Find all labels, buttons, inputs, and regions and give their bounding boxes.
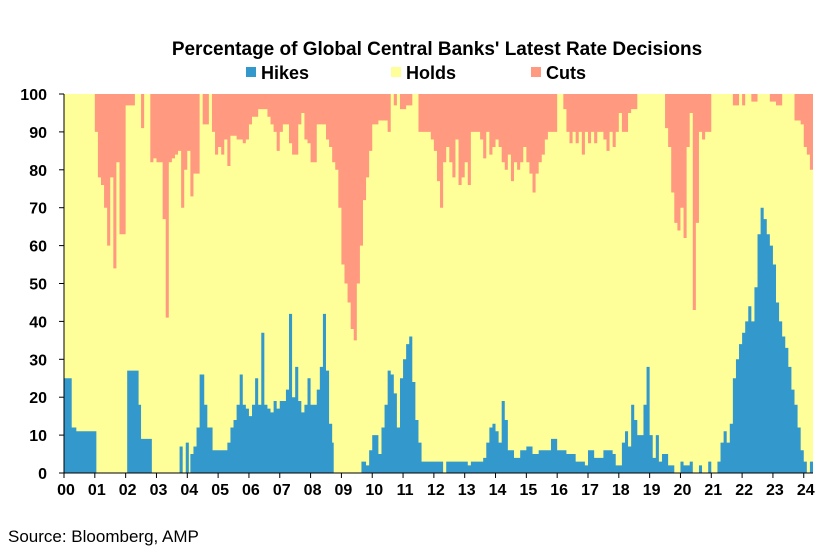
y-tick-label: 10 [29, 428, 47, 445]
x-tick-label: 14 [489, 482, 507, 499]
x-tick-label: 19 [643, 482, 661, 499]
legend-item-hikes: Hikes [246, 63, 309, 83]
x-tick-label: 04 [180, 482, 198, 499]
x-tick-label: 10 [365, 482, 383, 499]
x-axis: 00 01 02 03 04 05 06 07 08 09 10 11 12 13 14 15 16 17 18 19… [57, 472, 815, 499]
x-tick-label: 15 [519, 482, 537, 499]
x-tick-label: 01 [88, 482, 106, 499]
x-tick-label: 22 [735, 482, 753, 499]
y-tick-label: 60 [29, 239, 47, 256]
source-note: Source: Bloomberg, AMP [8, 527, 199, 546]
x-tick-label: 16 [550, 482, 568, 499]
legend-label-cuts: Cuts [546, 63, 586, 83]
x-tick-label: 02 [119, 482, 137, 499]
legend: Hikes Holds Cuts [246, 63, 586, 83]
y-tick-label: 80 [29, 163, 47, 180]
y-tick-label: 50 [29, 277, 47, 294]
y-tick-label: 0 [38, 466, 47, 483]
series-hikes [64, 207, 813, 473]
y-axis: 0 10 20 30 40 50 60 70 80 90 100 [20, 87, 65, 483]
y-tick-label: 70 [29, 201, 47, 218]
x-tick-label: 24 [797, 482, 815, 499]
plot-area [64, 94, 813, 473]
x-tick-label: 13 [458, 482, 476, 499]
legend-label-hikes: Hikes [261, 63, 309, 83]
x-tick-label: 00 [57, 482, 75, 499]
legend-swatch-cuts [531, 67, 541, 77]
x-tick-label: 12 [427, 482, 445, 499]
x-tick-label: 11 [397, 482, 414, 499]
x-tick-label: 07 [273, 482, 291, 499]
x-tick-label: 05 [211, 482, 229, 499]
x-tick-label: 03 [150, 482, 168, 499]
y-tick-label: 40 [29, 314, 47, 331]
x-tick-label: 08 [304, 482, 322, 499]
x-tick-label: 23 [766, 482, 784, 499]
legend-swatch-hikes [246, 67, 256, 77]
y-tick-label: 30 [29, 352, 47, 369]
y-tick-label: 100 [20, 87, 47, 104]
y-tick-label: 90 [29, 125, 47, 142]
x-tick-label: 20 [674, 482, 692, 499]
series-holds [64, 94, 813, 473]
x-tick-label: 18 [612, 482, 630, 499]
y-tick-label: 20 [29, 390, 47, 407]
x-tick-label: 21 [704, 482, 722, 499]
x-tick-label: 17 [581, 482, 599, 499]
legend-swatch-holds [391, 67, 401, 77]
x-tick-label: 09 [335, 482, 353, 499]
chart-title: Percentage of Global Central Banks' Late… [172, 39, 702, 60]
legend-item-holds: Holds [391, 63, 456, 83]
legend-label-holds: Holds [406, 63, 456, 83]
x-tick-label: 06 [242, 482, 260, 499]
legend-item-cuts: Cuts [531, 63, 586, 83]
